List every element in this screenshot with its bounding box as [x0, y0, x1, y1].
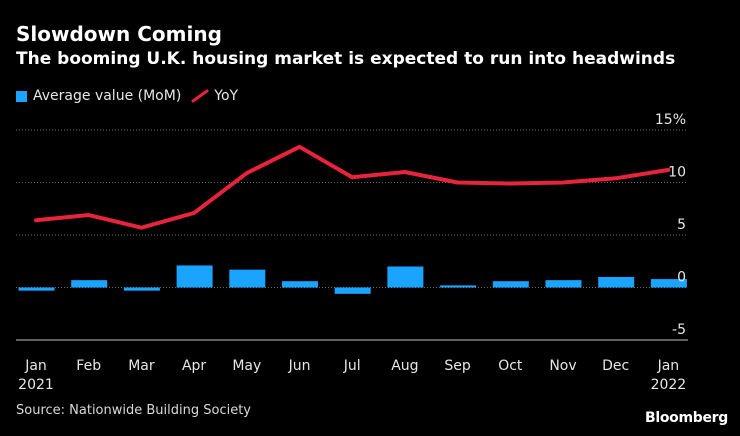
y-tick-label: 5: [677, 217, 686, 233]
bar: [123, 287, 160, 291]
bar: [229, 269, 266, 288]
bar: [18, 287, 55, 291]
x-tick-label: Dec: [602, 358, 629, 374]
y-tick-label: -5: [672, 322, 686, 338]
grid-lines: [16, 129, 688, 341]
x-tick-label: Feb: [76, 358, 101, 374]
bar-series: [18, 265, 687, 294]
chart-title: Slowdown Coming: [16, 22, 222, 46]
bar: [176, 265, 213, 288]
bar: [545, 280, 582, 288]
bar: [598, 277, 635, 288]
legend-line-swatch: [191, 89, 209, 103]
x-tick-label: Aug: [391, 358, 418, 374]
bar: [650, 279, 687, 288]
bar: [440, 285, 477, 288]
x-tick-year: 2021: [18, 377, 54, 393]
y-axis: 15% 10 5 0 -5: [655, 112, 686, 338]
x-tick-label: Apr: [182, 358, 206, 374]
x-tick-label: Jan: [657, 358, 680, 374]
legend-label-yoy: YoY: [214, 88, 239, 104]
chart-legend: Average value (MoM) YoY: [16, 88, 238, 104]
yoy-line: [34, 144, 671, 230]
bar: [334, 287, 371, 294]
legend-label-mom: Average value (MoM): [33, 88, 182, 104]
source-note: Source: Nationwide Building Society: [16, 403, 252, 418]
x-tick-label: Nov: [549, 358, 576, 374]
bar: [492, 281, 529, 288]
x-tick-year: 2022: [651, 377, 687, 393]
bar: [71, 280, 108, 288]
x-tick-label: Jan: [24, 358, 47, 374]
y-tick-label: 0: [677, 270, 686, 286]
x-axis: Jan 2021 Feb Mar Apr May Jun Jul Aug Sep Oct Nov Dec…: [18, 358, 686, 393]
x-tick-label: Jun: [288, 358, 311, 374]
x-tick-label: Mar: [128, 358, 155, 374]
legend-bar-swatch: [16, 90, 27, 102]
x-tick-label: Oct: [498, 358, 523, 374]
line-series: [34, 144, 671, 230]
y-tick-label: 10: [668, 165, 686, 181]
chart-subtitle: The booming U.K. housing market is expec…: [16, 49, 676, 69]
x-tick-label: Sep: [444, 358, 471, 374]
y-tick-label: 15%: [655, 112, 686, 128]
x-tick-label: Jul: [343, 358, 361, 374]
x-tick-label: May: [232, 358, 261, 374]
bar: [387, 266, 424, 288]
bar: [282, 281, 318, 288]
bloomberg-logo: Bloomberg: [644, 410, 728, 426]
